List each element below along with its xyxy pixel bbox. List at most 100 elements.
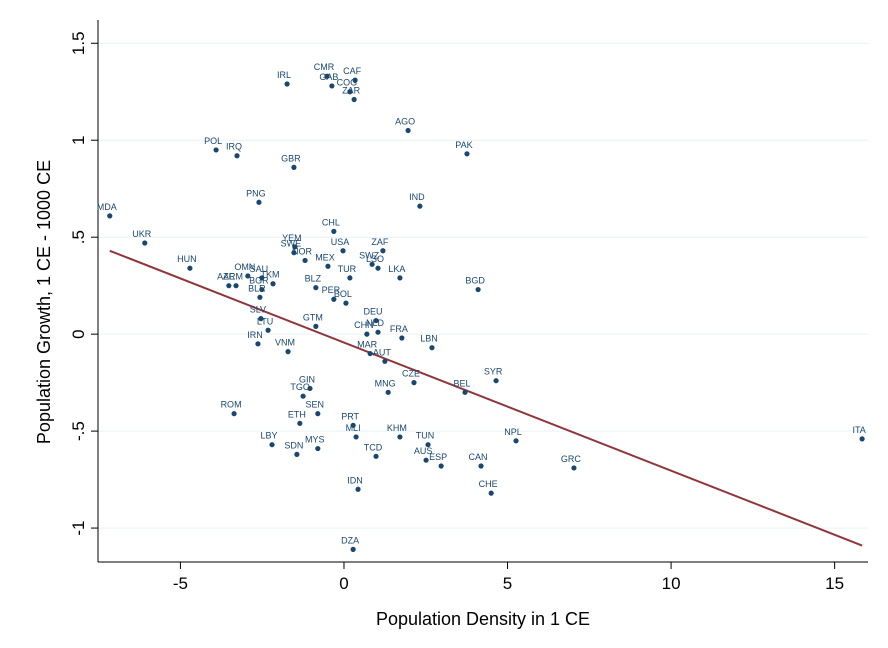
point xyxy=(233,283,239,289)
point-label: TKM xyxy=(261,270,280,280)
point-label: GRC xyxy=(561,454,582,464)
point xyxy=(313,323,319,329)
point xyxy=(265,327,271,333)
point-label: CHN xyxy=(354,320,374,330)
point xyxy=(187,265,193,271)
point xyxy=(369,261,375,267)
point xyxy=(315,445,321,452)
x-tick-label: 5 xyxy=(503,574,512,593)
point-label: MLI xyxy=(346,423,361,433)
point-label: PRT xyxy=(341,411,359,421)
point xyxy=(331,296,337,302)
point-label: BOL xyxy=(334,289,352,299)
point-label: BLR xyxy=(248,283,266,293)
point-label: GTM xyxy=(303,312,323,322)
point-label: POL xyxy=(204,136,222,146)
point-label: MYS xyxy=(305,435,325,445)
point xyxy=(397,434,403,440)
point xyxy=(478,463,484,469)
point-label: KHM xyxy=(387,423,407,433)
y-tick-label: .5 xyxy=(69,230,88,244)
point xyxy=(300,393,306,399)
y-axis-label: Population Growth, 1 CE - 1000 CE xyxy=(34,160,54,444)
point-label: LBN xyxy=(420,334,438,344)
point-label: LKA xyxy=(388,264,405,274)
x-tick-label: 10 xyxy=(662,574,681,593)
point-label: SWE xyxy=(281,239,302,249)
point-label: BGR xyxy=(249,276,269,286)
point-label: TUR xyxy=(338,264,357,274)
point-label: AUS xyxy=(414,446,433,456)
point-label: ZAF xyxy=(371,237,389,247)
fit-line xyxy=(109,249,863,547)
point-label: MDA xyxy=(97,202,117,212)
point xyxy=(257,294,263,300)
point xyxy=(315,411,321,417)
point xyxy=(352,77,358,83)
point xyxy=(493,378,499,384)
point-label: IRQ xyxy=(226,142,242,152)
point-label: USA xyxy=(331,237,350,247)
point xyxy=(291,164,297,170)
point-label: BGD xyxy=(465,276,485,286)
point xyxy=(375,265,381,271)
point-label: MAR xyxy=(357,340,378,350)
point-label: NPL xyxy=(504,427,522,437)
point xyxy=(385,389,391,395)
point-label: CAF xyxy=(343,66,362,76)
point xyxy=(270,281,276,287)
point-label: TCD xyxy=(364,442,383,452)
point xyxy=(411,380,417,386)
point-label: CZE xyxy=(402,369,420,379)
point-label: GIN xyxy=(299,374,315,384)
point xyxy=(107,213,113,219)
point-label: ZAR xyxy=(342,86,361,96)
point-label: GBR xyxy=(281,153,301,163)
point xyxy=(329,83,335,89)
point-label: SLV xyxy=(250,305,266,315)
point xyxy=(302,257,308,264)
point-label: SDN xyxy=(284,440,303,450)
point-label: AGO xyxy=(395,117,415,127)
point-label: PNG xyxy=(246,188,266,198)
point xyxy=(259,275,265,281)
point xyxy=(355,486,361,492)
point-label: AUT xyxy=(373,347,392,357)
point-label: HUN xyxy=(177,254,197,264)
point xyxy=(313,285,319,291)
point xyxy=(373,317,379,324)
point-label: SEN xyxy=(306,400,325,410)
point-label: COG xyxy=(337,78,358,88)
point xyxy=(382,358,388,364)
point-label: NLD xyxy=(366,318,385,328)
point-label: MEX xyxy=(315,252,335,262)
point xyxy=(423,457,429,463)
point-label: ITA xyxy=(852,425,865,435)
point xyxy=(325,263,331,269)
x-tick-label: 0 xyxy=(339,574,348,593)
point-label: PER xyxy=(322,285,341,295)
y-tick-label: 1.5 xyxy=(69,31,88,55)
point xyxy=(417,203,423,209)
point xyxy=(425,442,431,448)
point-label: LBY xyxy=(261,431,278,441)
point-label: ETH xyxy=(288,409,306,419)
point-label: FRA xyxy=(390,324,408,334)
point-label: LSO xyxy=(366,254,384,264)
point xyxy=(475,286,481,293)
point xyxy=(226,283,232,289)
point xyxy=(340,248,346,254)
point-label: MNG xyxy=(375,378,396,388)
point xyxy=(294,451,300,457)
x-tick-label: 15 xyxy=(825,574,844,593)
point xyxy=(245,273,251,279)
point xyxy=(297,420,303,426)
point xyxy=(258,316,264,322)
point-label: CAN xyxy=(469,452,488,462)
point-label: DZA xyxy=(341,535,359,545)
point xyxy=(292,244,298,250)
point xyxy=(351,96,357,103)
x-axis-label: Population Density in 1 CE xyxy=(376,609,590,629)
point-label: BEL xyxy=(454,378,471,388)
